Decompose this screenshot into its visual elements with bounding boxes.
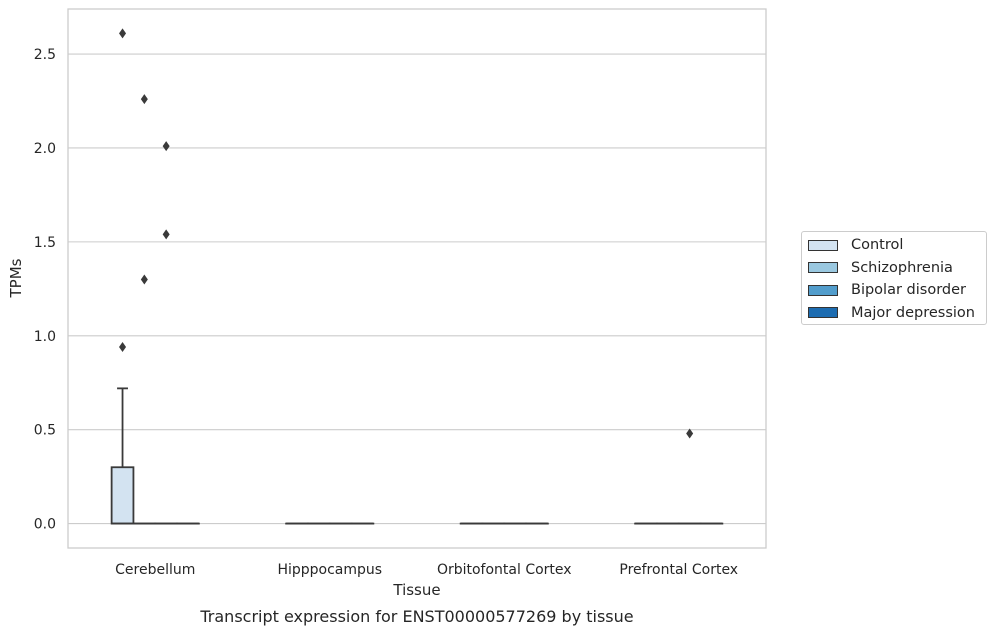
outlier-point [119, 28, 127, 39]
y-tick-label: 2.5 [34, 47, 56, 63]
legend-label: Control [851, 237, 904, 253]
chart-caption: Transcript expression for ENST0000057726… [199, 607, 633, 626]
x-tick-label: Orbitofontal Cortex [437, 562, 572, 578]
gridlines [68, 53, 766, 525]
box-body [110, 466, 135, 525]
outlier-point [162, 141, 170, 152]
legend-item: Schizophrenia [808, 258, 953, 278]
outlier-point [119, 342, 127, 353]
legend-label: Bipolar disorder [851, 282, 966, 298]
legend-item: Major depression [808, 303, 975, 323]
box-series [110, 28, 724, 525]
x-tick-labels: Cerebellum Hipppocampus Orbitofontal Corte… [115, 562, 738, 578]
y-tick-label: 1.5 [34, 235, 56, 251]
box-bipolar-disorder-0 [154, 141, 178, 525]
y-tick-label: 1.0 [34, 329, 56, 345]
outlier-point [686, 428, 694, 439]
legend-label: Schizophrenia [851, 259, 953, 276]
outlier-point [162, 229, 170, 240]
plot-frame [67, 8, 767, 549]
outlier-point [140, 94, 148, 105]
legend-swatch [808, 262, 838, 273]
box-control-0 [110, 28, 135, 525]
y-tick-label: 0.5 [34, 423, 56, 439]
legend: Control Schizophrenia Bipolar disorder Majo… [801, 231, 987, 325]
x-tick-label: Prefrontal Cortex [619, 562, 738, 578]
y-tick-label: 2.0 [34, 141, 56, 157]
x-tick-label: Cerebellum [115, 562, 195, 578]
legend-swatch [808, 239, 838, 251]
y-tick-labels: 0.0 0.5 1.0 1.5 2.0 2.5 [34, 47, 56, 533]
box-bipolar-disorder-3 [677, 428, 702, 525]
box-schizophrenia-0 [132, 94, 157, 525]
legend-item: Control [808, 235, 903, 255]
legend-swatch [808, 307, 838, 318]
y-tick-label: 0.0 [34, 517, 56, 533]
x-tick-label: Hipppocampus [277, 562, 382, 578]
outlier-point [140, 274, 148, 285]
y-axis-label: TPMs [7, 258, 25, 298]
x-axis-label: Tissue [392, 581, 440, 599]
legend-item: Bipolar disorder [808, 280, 966, 300]
legend-label: Major depression [851, 304, 975, 321]
legend-swatch [808, 284, 838, 296]
